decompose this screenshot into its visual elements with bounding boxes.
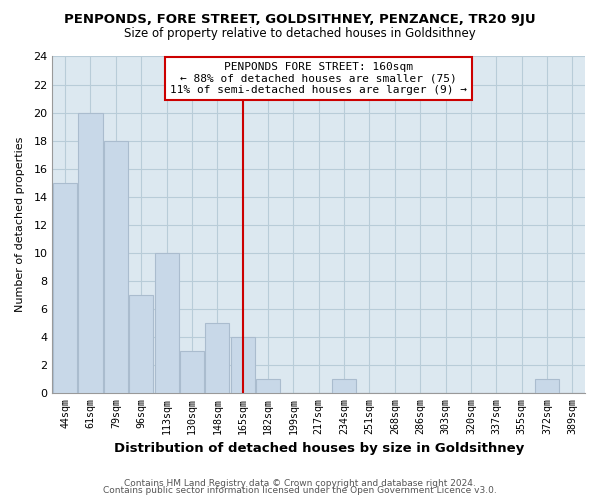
Text: PENPONDS FORE STREET: 160sqm
← 88% of detached houses are smaller (75)
11% of se: PENPONDS FORE STREET: 160sqm ← 88% of de…	[170, 62, 467, 94]
Bar	[129, 294, 153, 393]
Bar	[205, 322, 229, 393]
Bar	[535, 379, 559, 393]
Bar	[230, 337, 254, 393]
Bar	[79, 112, 103, 393]
Bar	[155, 252, 179, 393]
Y-axis label: Number of detached properties: Number of detached properties	[15, 137, 25, 312]
Text: PENPONDS, FORE STREET, GOLDSITHNEY, PENZANCE, TR20 9JU: PENPONDS, FORE STREET, GOLDSITHNEY, PENZ…	[64, 12, 536, 26]
Text: Size of property relative to detached houses in Goldsithney: Size of property relative to detached ho…	[124, 28, 476, 40]
Bar	[256, 379, 280, 393]
Text: Contains public sector information licensed under the Open Government Licence v3: Contains public sector information licen…	[103, 486, 497, 495]
Bar	[104, 140, 128, 393]
Text: Contains HM Land Registry data © Crown copyright and database right 2024.: Contains HM Land Registry data © Crown c…	[124, 478, 476, 488]
Bar	[53, 182, 77, 393]
Bar	[332, 379, 356, 393]
X-axis label: Distribution of detached houses by size in Goldsithney: Distribution of detached houses by size …	[113, 442, 524, 455]
Bar	[180, 351, 204, 393]
